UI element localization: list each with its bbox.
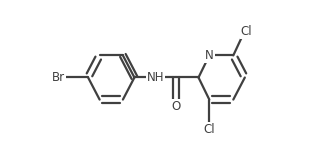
Text: N: N bbox=[205, 49, 214, 62]
Text: O: O bbox=[171, 100, 180, 113]
Text: Cl: Cl bbox=[203, 123, 215, 136]
Text: NH: NH bbox=[147, 71, 164, 84]
Text: Cl: Cl bbox=[241, 25, 252, 38]
Text: Br: Br bbox=[52, 71, 65, 84]
